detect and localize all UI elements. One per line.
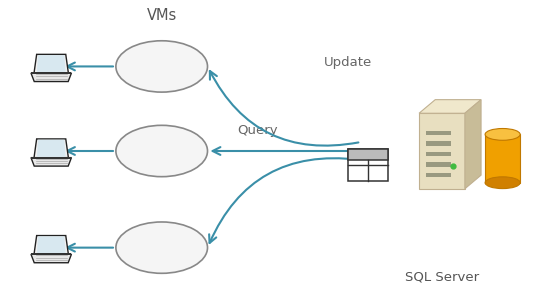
Polygon shape bbox=[31, 73, 71, 82]
Bar bbox=[348, 149, 388, 160]
Text: SQL Server: SQL Server bbox=[405, 271, 479, 284]
Polygon shape bbox=[34, 236, 68, 254]
Polygon shape bbox=[34, 54, 68, 73]
Ellipse shape bbox=[485, 177, 520, 188]
Polygon shape bbox=[31, 158, 71, 166]
Bar bbox=[426, 130, 451, 135]
Bar bbox=[31, 157, 71, 159]
Text: Query: Query bbox=[237, 124, 278, 137]
Circle shape bbox=[116, 125, 208, 177]
Bar bbox=[426, 141, 451, 146]
Bar bbox=[31, 72, 71, 74]
Polygon shape bbox=[31, 254, 71, 263]
Bar bbox=[426, 152, 451, 156]
Circle shape bbox=[116, 41, 208, 92]
Circle shape bbox=[116, 222, 208, 273]
Polygon shape bbox=[419, 100, 481, 113]
Polygon shape bbox=[37, 140, 66, 157]
Bar bbox=[426, 173, 451, 178]
Bar bbox=[426, 162, 451, 167]
Polygon shape bbox=[37, 55, 66, 72]
Bar bbox=[485, 134, 520, 183]
Ellipse shape bbox=[485, 128, 520, 140]
Polygon shape bbox=[37, 236, 66, 253]
Bar bbox=[31, 253, 71, 255]
Polygon shape bbox=[34, 139, 68, 158]
Text: Update: Update bbox=[323, 56, 372, 69]
Bar bbox=[419, 113, 465, 189]
Text: VMs: VMs bbox=[147, 8, 177, 23]
Polygon shape bbox=[465, 100, 481, 189]
Bar bbox=[348, 149, 388, 181]
